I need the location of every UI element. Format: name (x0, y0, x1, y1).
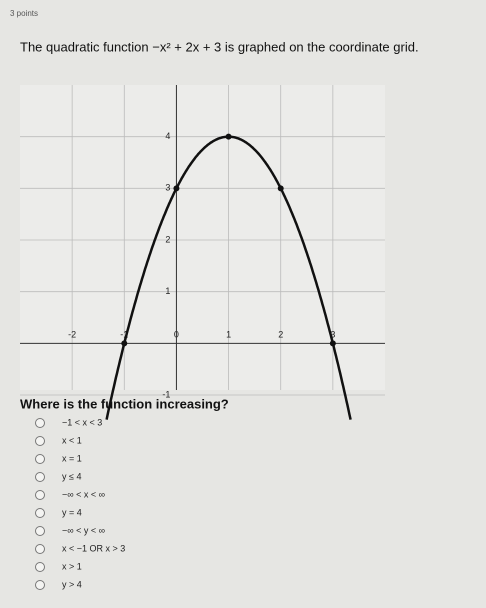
radio-button[interactable] (35, 454, 45, 464)
radio-button[interactable] (35, 562, 45, 572)
x-tick-label: 2 (278, 330, 283, 340)
y-tick-label: 4 (165, 131, 170, 141)
point (277, 185, 284, 192)
points-label: 3 points (10, 9, 38, 18)
y-tick-label: 2 (165, 234, 170, 244)
radio-button[interactable] (35, 508, 45, 518)
option-label[interactable]: −∞ < y < ∞ (62, 525, 105, 535)
option-label[interactable]: x < 1 (62, 435, 82, 445)
radio-button[interactable] (35, 580, 45, 590)
y-tick-label: 3 (165, 183, 170, 193)
question-text: The quadratic function −x² + 2x + 3 is g… (20, 39, 419, 54)
option-label[interactable]: −∞ < x < ∞ (62, 489, 105, 499)
radio-button[interactable] (35, 436, 45, 446)
option-label[interactable]: −1 < x < 3 (62, 417, 102, 427)
option-label[interactable]: y > 4 (62, 579, 82, 589)
options: −1 < x < 3 x < 1 x = 1 y ≤ 4 −∞ < x < ∞ y = 4… (35, 417, 125, 590)
x-tick-label: 3 (330, 330, 335, 340)
x-tick-label: -1 (120, 330, 128, 340)
radio-button[interactable] (35, 472, 45, 482)
option-label[interactable]: y ≤ 4 (62, 471, 81, 481)
option-label[interactable]: x > 1 (62, 561, 82, 571)
prompt-text: Where is the function increasing? (20, 396, 229, 411)
point (121, 340, 128, 347)
radio-button[interactable] (35, 418, 45, 428)
point (329, 340, 336, 347)
graph-area (20, 85, 385, 390)
radio-button[interactable] (35, 544, 45, 554)
option-label[interactable]: y = 4 (62, 507, 82, 517)
radio-button[interactable] (35, 526, 45, 536)
option-label[interactable]: x < −1 OR x > 3 (62, 543, 125, 553)
option-label[interactable]: x = 1 (62, 453, 82, 463)
point (225, 133, 232, 140)
y-tick-label: -1 (162, 389, 170, 399)
x-tick-label: 1 (226, 330, 231, 340)
y-tick-label: 1 (165, 286, 170, 296)
point (173, 185, 180, 192)
radio-button[interactable] (35, 490, 45, 500)
x-tick-label: -2 (68, 330, 76, 340)
